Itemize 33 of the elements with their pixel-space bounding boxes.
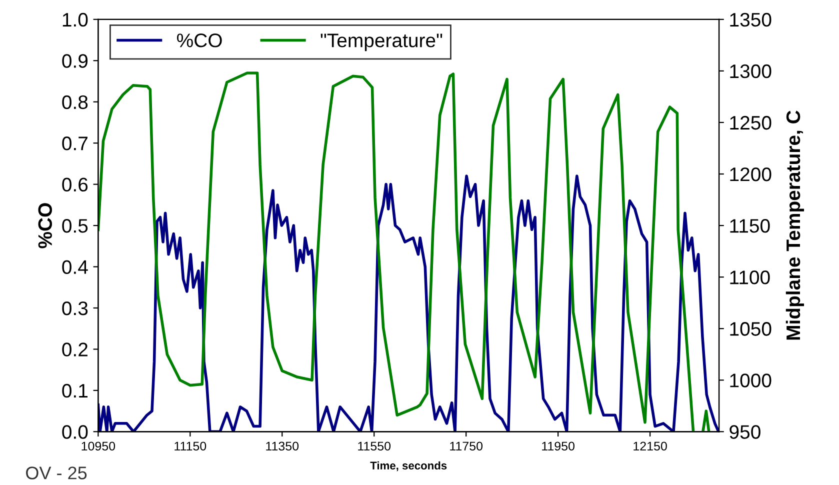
y2-tick-label: 1150: [730, 218, 770, 233]
y-tick-label: 0.4: [62, 260, 88, 274]
y2-tick-label: 1200: [730, 167, 772, 182]
legend-label: "Temperature": [320, 34, 442, 52]
x-tick-label: 11750: [450, 442, 483, 451]
y-tick-label: 0.2: [62, 342, 88, 356]
y-tick-label: 1.0: [62, 12, 88, 27]
y2-tick-label: 1300: [730, 64, 772, 78]
x-tick-label: 12150: [634, 442, 667, 451]
y2-tick-label: 950: [730, 425, 760, 439]
legend-label: %CO: [177, 34, 222, 48]
y-axis-title: %CO: [38, 203, 52, 248]
y-tick-label: 0.7: [62, 136, 88, 150]
y2-tick-label: 1100: [730, 270, 770, 284]
x-tick-label: 10950: [82, 442, 116, 451]
y2-tick-label: 1000: [730, 374, 772, 388]
y-tick-label: 0.9: [62, 54, 88, 68]
x-axis-title: Time, seconds: [370, 461, 447, 472]
y-tick-label: 0.1: [62, 384, 88, 398]
x-tick-label: 11950: [542, 442, 574, 451]
y-tick-label: 0.6: [62, 178, 88, 192]
y-tick-label: 0.5: [62, 218, 88, 233]
y2-tick-label: 1350: [730, 12, 772, 27]
y-tick-label: 0.3: [62, 301, 88, 316]
y2-axis-title: Midplane Temperature, C: [786, 110, 804, 340]
x-tick-label: 11350: [266, 442, 299, 451]
y-tick-label: 0.8: [62, 95, 88, 110]
y-tick-label: 0.0: [62, 425, 88, 439]
text: OV - 25: [26, 466, 87, 480]
y2-tick-label: 1250: [730, 116, 772, 130]
x-tick-label: 11550: [358, 442, 391, 451]
x-tick-label: 11150: [174, 442, 206, 451]
y2-tick-label: 1050: [730, 322, 772, 336]
